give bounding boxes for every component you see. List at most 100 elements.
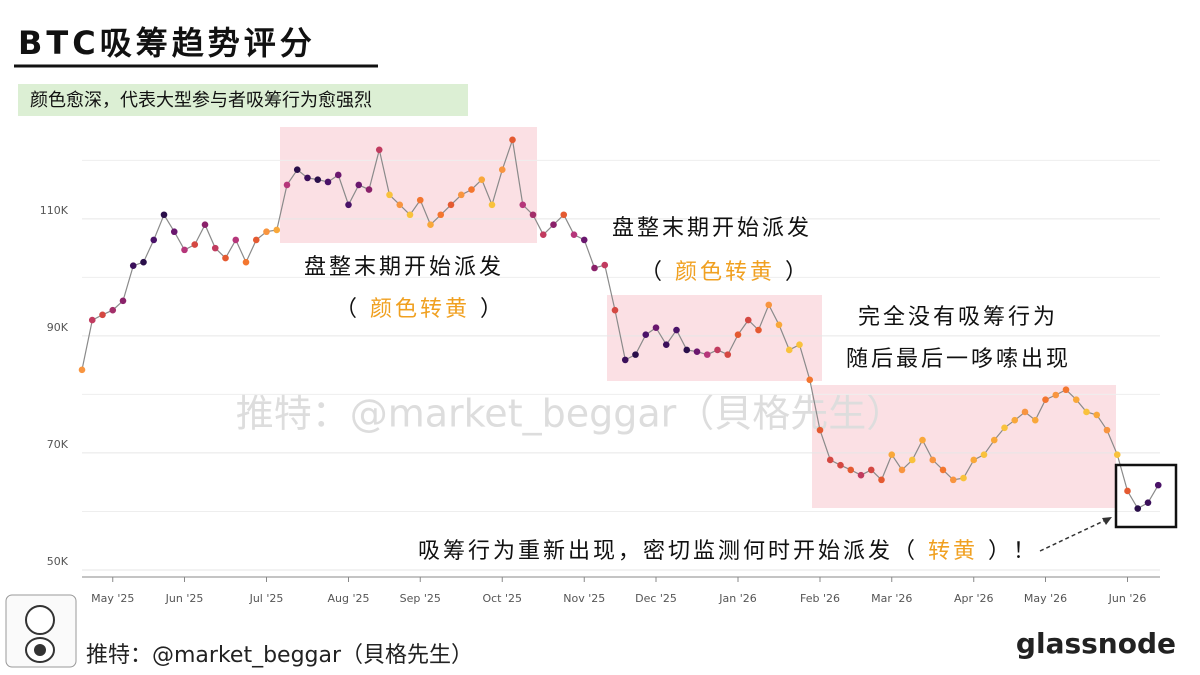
score-point [355, 181, 363, 189]
x-tick-label: Dec '25 [635, 592, 677, 605]
score-point [919, 436, 926, 444]
score-point [427, 221, 434, 229]
score-point [1042, 396, 1049, 403]
score-point [488, 201, 496, 209]
score-point [78, 366, 86, 374]
score-point [755, 326, 762, 334]
arrow [1039, 517, 1111, 552]
score-point [898, 466, 906, 474]
score-point [170, 228, 178, 236]
score-point [1062, 386, 1070, 394]
score-point [837, 461, 844, 469]
score-point [519, 201, 527, 209]
score-point [1124, 487, 1131, 495]
highlight-zone [607, 295, 822, 381]
score-point [1072, 396, 1080, 403]
score-point [888, 451, 896, 458]
score-point [816, 426, 824, 434]
brand: glassnode [1016, 627, 1176, 660]
score-point [1144, 499, 1152, 506]
score-point [1083, 408, 1090, 416]
score-point [980, 451, 988, 458]
y-tick-label: 110K [40, 204, 69, 217]
score-point [652, 324, 660, 332]
score-point [140, 258, 147, 266]
x-tick-label: Nov '25 [563, 592, 605, 605]
x-tick-label: Apr '26 [954, 592, 994, 605]
score-point [314, 176, 322, 183]
score-point [642, 331, 650, 339]
score-point [714, 346, 721, 354]
annotation: （ 颜色转黄 ） [640, 260, 810, 285]
score-point [1021, 408, 1029, 416]
x-tick-label: Sep '25 [400, 592, 441, 605]
score-point [150, 236, 158, 244]
y-tick-label: 50K [47, 555, 69, 568]
score-point [949, 476, 957, 484]
annotation: 盘整末期开始派发 [304, 255, 504, 280]
score-point [529, 211, 537, 219]
score-point [990, 436, 998, 444]
score-point [406, 211, 414, 219]
score-point [1052, 391, 1060, 399]
focus-box [1114, 463, 1178, 529]
score-point [1103, 426, 1111, 434]
avatar [5, 594, 77, 668]
score-point [673, 326, 680, 334]
score-point [1154, 481, 1162, 489]
score-point [775, 321, 783, 329]
score-point [939, 466, 947, 474]
score-point [468, 186, 475, 193]
score-point [1113, 451, 1121, 458]
score-point [99, 311, 106, 319]
score-point [806, 376, 814, 384]
highlight-zone [280, 127, 537, 243]
score-point [191, 241, 199, 248]
score-point [252, 236, 260, 244]
score-point [703, 351, 711, 358]
x-tick-label: Jun '26 [1108, 592, 1147, 605]
score-point [1134, 505, 1142, 512]
price-line [81, 139, 1159, 510]
annotation: 随后最后一哆嗦出现 [846, 347, 1071, 372]
score-point [457, 191, 465, 199]
annotation: （ 颜色转黄 ） [335, 297, 505, 322]
score-point [509, 136, 516, 144]
score-point [878, 476, 885, 484]
score-point [1031, 416, 1039, 424]
score-point [263, 228, 270, 236]
score-point [283, 181, 291, 189]
annotation: 完全没有吸筹行为 [858, 305, 1058, 330]
score-point [591, 264, 598, 272]
chart-title: BTC吸筹趋势评分 [18, 24, 316, 62]
score-point [960, 474, 967, 482]
x-tick-label: May '25 [91, 592, 134, 605]
score-point [242, 258, 250, 266]
score-point [1001, 424, 1008, 432]
score-point [119, 297, 127, 305]
score-point [293, 166, 301, 173]
score-point [109, 306, 117, 314]
score-point [611, 306, 619, 314]
score-point [621, 356, 629, 364]
score-point [734, 331, 742, 339]
score-point [867, 466, 875, 474]
score-point [560, 211, 568, 219]
score-point [693, 348, 701, 355]
x-tick-label: Aug '25 [328, 592, 370, 605]
score-point [386, 191, 393, 199]
score-point [724, 351, 732, 358]
score-point [365, 186, 373, 193]
annotation: 盘整末期开始派发 [612, 216, 812, 241]
x-tick-label: May '26 [1024, 592, 1067, 605]
x-tick-label: Feb '26 [800, 592, 840, 605]
arrow-head [1102, 517, 1112, 525]
score-point [437, 211, 445, 219]
score-point [857, 471, 865, 479]
score-point [929, 456, 937, 464]
x-tick-label: Mar '26 [871, 592, 912, 605]
score-point [201, 221, 209, 229]
score-point [478, 176, 486, 183]
